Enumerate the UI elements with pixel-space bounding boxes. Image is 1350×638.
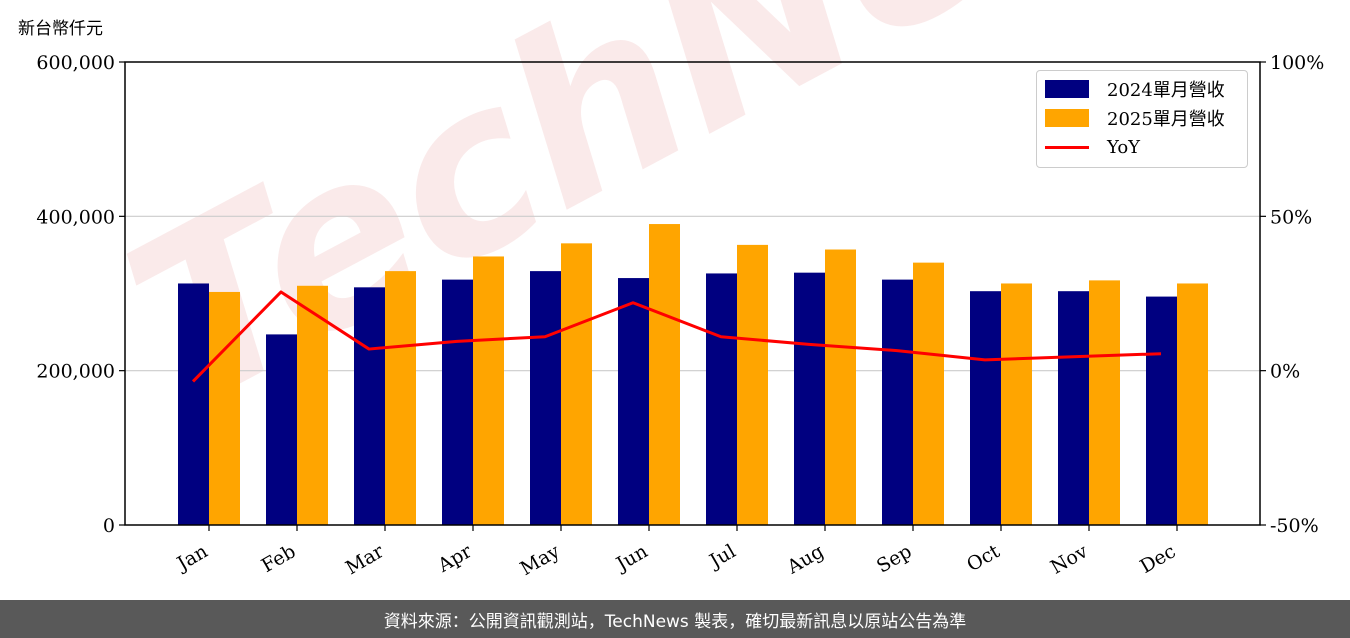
- bar-2024-nov: [1058, 291, 1089, 525]
- bar-2025-oct: [1001, 283, 1032, 525]
- bar-2024-may: [530, 271, 561, 525]
- left-tick-label: 400,000: [36, 206, 115, 228]
- x-tick-label-oct: Oct: [963, 540, 1004, 576]
- x-tick-label-aug: Aug: [783, 540, 828, 579]
- legend-label-yoy: YoY: [1107, 136, 1141, 158]
- bar-2024-feb: [266, 334, 297, 525]
- bar-2024-jan: [178, 283, 209, 525]
- left-tick-label: 0: [103, 515, 115, 537]
- bar-2024-aug: [794, 272, 825, 525]
- x-tick-label-jun: Jun: [611, 540, 652, 576]
- x-tick-label-jan: Jan: [172, 540, 212, 576]
- x-tick-label-may: May: [517, 540, 564, 580]
- x-tick-label-nov: Nov: [1047, 540, 1092, 579]
- bar-2025-jun: [649, 224, 680, 526]
- x-tick-label-feb: Feb: [258, 540, 300, 577]
- bar-2024-dec: [1146, 296, 1177, 525]
- bar-2024-mar: [354, 287, 385, 525]
- x-tick-label-apr: Apr: [433, 540, 476, 577]
- right-tick-label: 0%: [1270, 361, 1300, 383]
- right-tick-label: -50%: [1270, 515, 1319, 537]
- x-tick-label-dec: Dec: [1136, 540, 1179, 578]
- bar-2025-sep: [913, 262, 944, 525]
- bar-2024-jul: [706, 273, 737, 525]
- bar-2025-nov: [1089, 280, 1120, 525]
- legend-item-2025: 2025單月營收: [1045, 106, 1225, 130]
- bar-2025-feb: [297, 285, 328, 525]
- bar-2024-apr: [442, 279, 473, 525]
- bar-2025-jan: [209, 291, 240, 525]
- right-tick-label: 100%: [1270, 52, 1324, 74]
- legend: 2024單月營收 2025單月營收 YoY: [1036, 70, 1248, 168]
- legend-swatch-2025: [1045, 109, 1089, 127]
- bar-2025-dec: [1177, 283, 1208, 525]
- bar-2024-sep: [882, 279, 913, 525]
- bar-2024-oct: [970, 291, 1001, 525]
- bar-2025-may: [561, 243, 592, 525]
- left-tick-label: 200,000: [36, 361, 115, 383]
- right-tick-label: 50%: [1270, 206, 1312, 228]
- legend-label-2024: 2024單月營收: [1107, 80, 1225, 101]
- y-axis-unit-label: 新台幣仟元: [18, 19, 103, 39]
- bar-2025-mar: [385, 271, 416, 525]
- bar-2025-apr: [473, 256, 504, 525]
- bars: [178, 224, 1208, 526]
- legend-item-2024: 2024單月營收: [1045, 77, 1225, 101]
- legend-item-yoy: YoY: [1045, 135, 1140, 159]
- bar-2024-jun: [618, 278, 649, 525]
- x-tick-label-jul: Jul: [704, 540, 739, 573]
- left-tick-label: 600,000: [36, 52, 115, 74]
- legend-swatch-2024: [1045, 80, 1089, 98]
- yoy-line-layer: [191, 290, 1162, 383]
- bar-2025-jul: [737, 244, 768, 525]
- yoy-line: [191, 290, 1162, 383]
- x-tick-label-mar: Mar: [342, 540, 388, 579]
- source-footer: 資料來源：公開資訊觀測站，TechNews 製表，確切最新訊息以原站公告為準: [0, 600, 1350, 638]
- bar-2025-aug: [825, 249, 856, 525]
- x-tick-label-sep: Sep: [873, 540, 916, 577]
- legend-label-2025: 2025單月營收: [1107, 109, 1225, 130]
- plot-frame: [124, 61, 1261, 526]
- legend-swatch-yoy: [1045, 145, 1089, 149]
